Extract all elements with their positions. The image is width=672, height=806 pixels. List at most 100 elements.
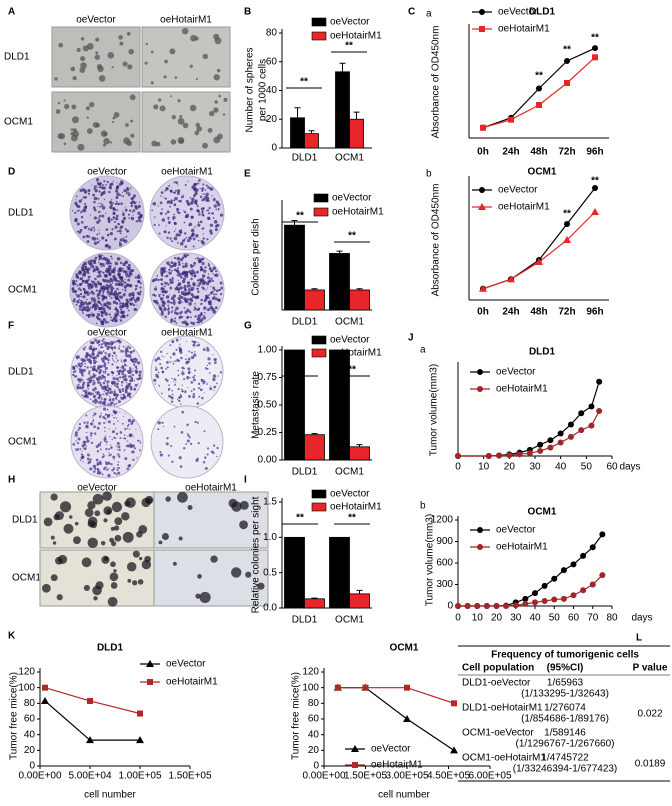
texture-dot: [180, 338, 182, 340]
texture-dot: [120, 282, 124, 287]
texture-dot: [160, 293, 162, 296]
marker: [352, 762, 358, 768]
texture-dot: [113, 291, 117, 296]
texture-dot: [83, 261, 87, 266]
marker: [588, 422, 595, 429]
texture-dot: [206, 453, 209, 456]
texture-dot: [201, 257, 205, 261]
x-tick-label: 96h: [586, 307, 603, 318]
texture-dot: [160, 278, 163, 281]
texture-dot: [178, 348, 183, 352]
texture-dot: [127, 271, 129, 273]
texture-dot: [183, 284, 187, 287]
y-tick-label: 100: [302, 682, 319, 693]
texture-dot: [115, 293, 120, 297]
column-header: (95%CI): [547, 663, 584, 674]
texture-dot: [174, 317, 177, 320]
texture-dot: [145, 42, 149, 46]
texture-dot: [129, 444, 133, 448]
texture-dot: [97, 300, 101, 304]
y-axis-label: Tumor volume(mm3): [425, 514, 436, 606]
marker: [455, 603, 461, 609]
texture-dot: [87, 271, 90, 275]
texture-dot: [99, 239, 101, 242]
texture-dot: [78, 270, 83, 275]
texture-dot: [87, 372, 91, 375]
texture-dot: [72, 75, 77, 81]
marker: [596, 378, 603, 385]
texture-dot: [203, 306, 207, 310]
texture-dot: [171, 114, 177, 120]
y-tick-label: 0.50: [258, 400, 278, 411]
texture-dot: [212, 444, 216, 447]
marker: [522, 600, 529, 607]
texture-dot: [101, 236, 105, 240]
texture-dot: [150, 81, 154, 85]
texture-dot: [164, 281, 168, 285]
texture-dot: [87, 501, 96, 510]
texture-dot: [94, 467, 97, 471]
error-bar: [308, 130, 315, 134]
texture-dot: [211, 212, 215, 215]
y-tick-label: 40: [266, 85, 278, 96]
texture-dot: [113, 273, 115, 275]
texture-dot: [117, 461, 120, 463]
texture-dot: [187, 238, 191, 242]
texture-dot: [129, 303, 133, 306]
texture-dot: [197, 221, 200, 224]
y-tick-label: 20: [308, 745, 320, 756]
texture-dot: [173, 383, 176, 386]
row-label: OCM1: [4, 117, 33, 128]
texture-dot: [159, 363, 162, 366]
texture-dot: [132, 436, 135, 438]
texture-dot: [174, 222, 177, 225]
texture-dot: [121, 422, 124, 425]
texture-dot: [126, 369, 130, 373]
texture-dot: [170, 95, 173, 98]
texture-dot: [122, 345, 125, 348]
texture-dot: [77, 285, 79, 287]
texture-dot: [152, 293, 156, 297]
texture-dot: [120, 232, 122, 235]
texture-dot: [89, 341, 93, 344]
texture-dot: [187, 288, 192, 292]
marker: [563, 236, 571, 243]
texture-dot: [214, 37, 222, 45]
texture-dot: [100, 343, 103, 346]
texture-dot: [172, 362, 175, 365]
texture-dot: [124, 228, 127, 231]
texture-dot: [85, 303, 88, 306]
texture-dot: [169, 48, 176, 55]
texture-dot: [171, 318, 173, 320]
texture-dot: [123, 437, 125, 440]
marker: [557, 430, 564, 437]
texture-dot: [129, 379, 132, 382]
texture-dot: [89, 101, 95, 108]
texture-dot: [203, 299, 207, 303]
texture-dot: [118, 223, 121, 226]
texture-dot: [114, 282, 119, 286]
marker: [591, 208, 599, 215]
texture-dot: [176, 207, 180, 212]
texture-dot: [212, 273, 214, 275]
texture-dot: [82, 280, 86, 283]
texture-dot: [171, 310, 174, 313]
texture-dot: [75, 364, 78, 368]
marker: [592, 54, 598, 61]
texture-dot: [102, 360, 105, 363]
texture-dot: [171, 460, 174, 463]
texture-dot: [83, 394, 87, 398]
texture-dot: [76, 47, 81, 53]
texture-dot: [103, 302, 107, 306]
texture-dot: [187, 434, 190, 437]
texture-dot: [118, 448, 121, 451]
texture-dot: [98, 202, 100, 205]
texture-dot: [191, 340, 194, 343]
texture-dot: [50, 493, 58, 501]
texture-dot: [188, 270, 192, 274]
texture-dot: [217, 299, 220, 301]
texture-dot: [63, 142, 67, 146]
texture-dot: [118, 229, 122, 233]
texture-dot: [138, 370, 142, 374]
marker: [564, 221, 570, 227]
